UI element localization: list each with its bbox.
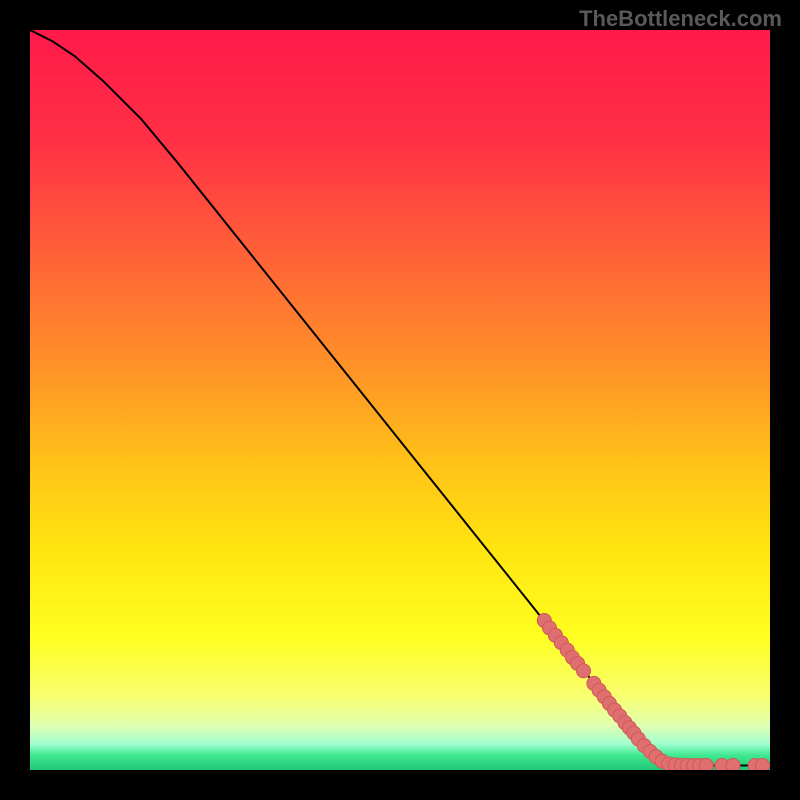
scatter-point: [699, 759, 713, 770]
chart-overlay: [30, 30, 770, 770]
plot-area: [30, 30, 770, 770]
scatter-point: [577, 664, 591, 678]
watermark-text: TheBottleneck.com: [579, 6, 782, 32]
curve-line: [30, 30, 770, 766]
scatter-series: [537, 614, 769, 770]
scatter-point: [756, 759, 770, 770]
scatter-point: [726, 759, 740, 770]
